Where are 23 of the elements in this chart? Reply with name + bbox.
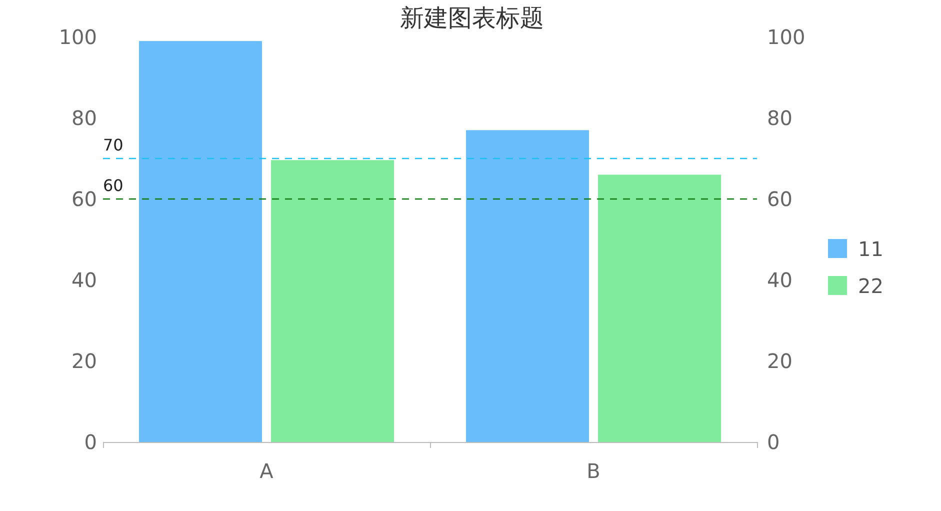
y2-tick-label: 40 xyxy=(767,268,792,292)
x-tick-label: B xyxy=(586,459,600,483)
bar xyxy=(598,174,722,442)
chart-title: 新建图表标题 xyxy=(400,4,544,32)
bar xyxy=(138,41,262,442)
y2-tick-label: 20 xyxy=(767,349,792,373)
y-tick-label: 0 xyxy=(84,430,97,454)
bar xyxy=(271,160,394,442)
y2-tick-label: 100 xyxy=(767,25,806,49)
y-tick-label: 100 xyxy=(58,25,97,49)
ref-line-label: 60 xyxy=(103,176,124,195)
y2-tick-label: 60 xyxy=(767,187,792,211)
y2-tick-label: 0 xyxy=(767,430,780,454)
bar xyxy=(466,130,589,442)
legend-label: 22 xyxy=(858,274,884,298)
x-tick-label: A xyxy=(260,459,274,483)
y-tick-label: 80 xyxy=(72,106,97,130)
y-tick-label: 20 xyxy=(72,349,97,373)
legend-label: 11 xyxy=(858,237,884,261)
ref-line-label: 70 xyxy=(103,136,124,154)
y-tick-label: 60 xyxy=(72,187,97,211)
y-tick-label: 40 xyxy=(72,268,97,292)
y2-tick-label: 80 xyxy=(767,106,792,130)
